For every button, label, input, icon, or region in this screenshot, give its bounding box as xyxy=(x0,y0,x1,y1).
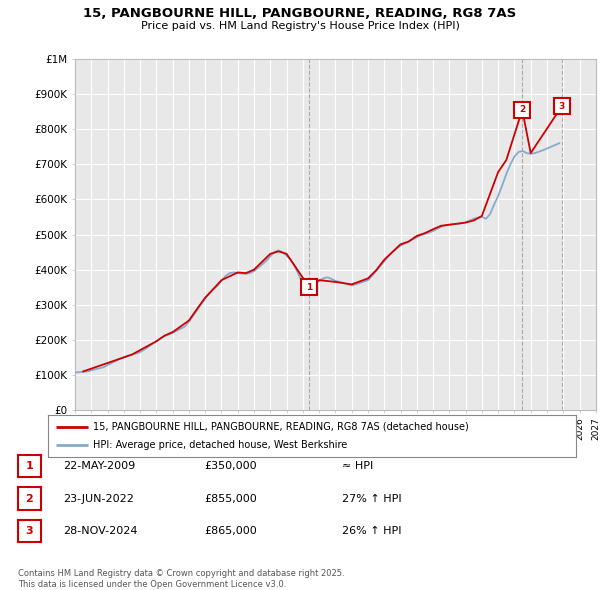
Text: 1: 1 xyxy=(306,283,313,291)
Text: ≈ HPI: ≈ HPI xyxy=(342,461,373,471)
Text: HPI: Average price, detached house, West Berkshire: HPI: Average price, detached house, West… xyxy=(93,440,347,450)
Text: £350,000: £350,000 xyxy=(204,461,257,471)
Text: 2: 2 xyxy=(26,494,33,503)
Text: 1: 1 xyxy=(26,461,33,471)
Text: 26% ↑ HPI: 26% ↑ HPI xyxy=(342,526,401,536)
Text: 23-JUN-2022: 23-JUN-2022 xyxy=(63,494,134,503)
Text: 15, PANGBOURNE HILL, PANGBOURNE, READING, RG8 7AS: 15, PANGBOURNE HILL, PANGBOURNE, READING… xyxy=(83,7,517,20)
Text: 2: 2 xyxy=(519,106,526,114)
Text: 28-NOV-2024: 28-NOV-2024 xyxy=(63,526,137,536)
Text: 3: 3 xyxy=(26,526,33,536)
Text: 15, PANGBOURNE HILL, PANGBOURNE, READING, RG8 7AS (detached house): 15, PANGBOURNE HILL, PANGBOURNE, READING… xyxy=(93,422,469,432)
Text: 27% ↑ HPI: 27% ↑ HPI xyxy=(342,494,401,503)
Text: Price paid vs. HM Land Registry's House Price Index (HPI): Price paid vs. HM Land Registry's House … xyxy=(140,21,460,31)
Text: £865,000: £865,000 xyxy=(204,526,257,536)
Text: Contains HM Land Registry data © Crown copyright and database right 2025.
This d: Contains HM Land Registry data © Crown c… xyxy=(18,569,344,589)
Text: 3: 3 xyxy=(559,102,565,111)
Text: 22-MAY-2009: 22-MAY-2009 xyxy=(63,461,135,471)
Text: £855,000: £855,000 xyxy=(204,494,257,503)
